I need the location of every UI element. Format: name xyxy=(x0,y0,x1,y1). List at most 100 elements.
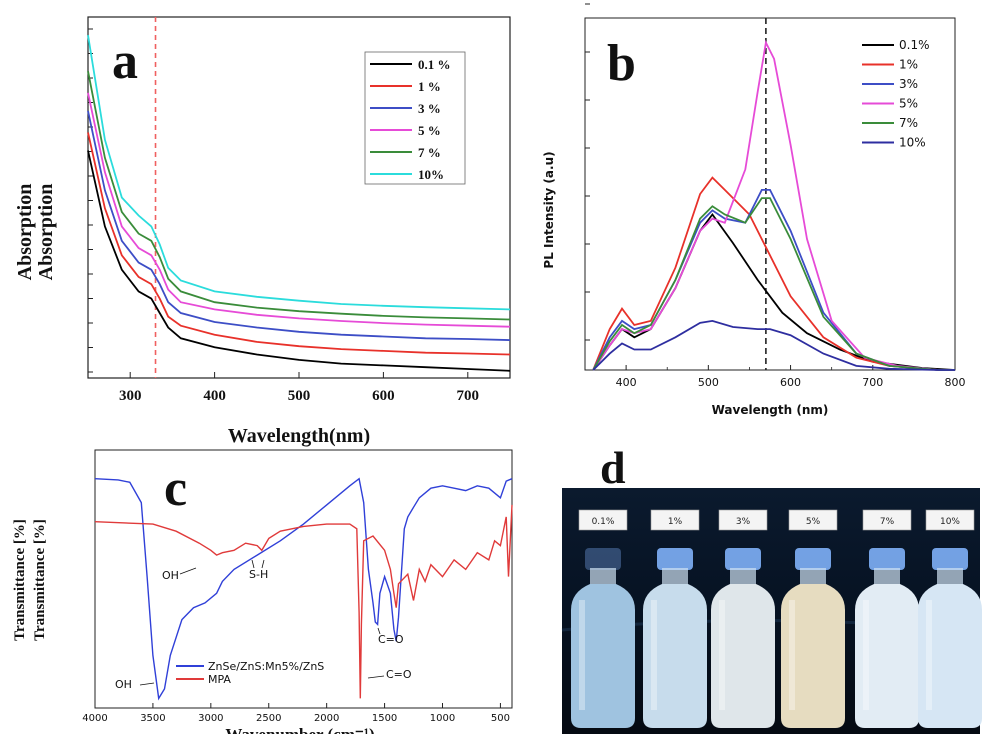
legend-label-3: 5 % xyxy=(418,123,441,138)
x-tick-label: 600 xyxy=(780,376,801,389)
vial-cap xyxy=(932,548,968,570)
vial-body xyxy=(855,584,919,728)
panel-a-ylabel-duplicate: Absorption xyxy=(35,184,57,281)
vial-label: 10% xyxy=(940,517,960,527)
panel-a-ylabel: Absorption xyxy=(14,184,36,281)
vial-label-tag xyxy=(578,509,628,531)
annotation-arrow xyxy=(377,627,381,635)
series-line-0 xyxy=(592,212,956,371)
panel-d-letter: d xyxy=(600,442,626,493)
vial-body xyxy=(918,584,982,728)
x-tick-label: 500 xyxy=(491,713,510,724)
vial-label: 5% xyxy=(806,517,821,527)
x-tick-label: 2500 xyxy=(256,713,281,724)
panel-b-legend: 0.1% 1% 3% 5% 7% 10% xyxy=(862,38,930,150)
series-line-1 xyxy=(592,176,955,371)
vial-neck xyxy=(874,568,900,584)
panel-a-legend: 0.1 % 1 % 3 % 5 % 7 % 10% xyxy=(370,57,451,182)
vial-body xyxy=(781,584,845,728)
panel-c-frame xyxy=(94,449,513,709)
annotation-arrow xyxy=(139,682,155,686)
panel-b: 400 500 600 700 800 b 0.1% 1% 3% 5% 7% 10% Wavele… xyxy=(542,3,966,417)
series-line-4 xyxy=(592,197,955,371)
panel-b-x-ticks: 400 500 600 700 800 xyxy=(584,365,966,389)
panel-c-ylabel-duplicate: Transmittance [%] xyxy=(32,519,48,641)
legend-label-4: 7 % xyxy=(418,145,441,160)
annotation-arrow xyxy=(179,567,197,575)
vial-highlight xyxy=(789,600,795,710)
x-tick-label: 3000 xyxy=(198,713,223,724)
vial-label: 0.1% xyxy=(592,517,615,527)
vial-cap xyxy=(795,548,831,570)
series-line-3 xyxy=(87,92,511,328)
vial-highlight xyxy=(719,600,725,710)
panel-c-series xyxy=(94,477,513,701)
vial-row: 0.1% 1% 3% 5% 7% 10% xyxy=(571,509,982,728)
series-line-2 xyxy=(87,110,511,341)
panel-c-xlabel: Wavenumber (cm⁻¹) xyxy=(225,725,374,734)
x-tick-label: 600 xyxy=(372,388,395,404)
annotation-arrow xyxy=(251,559,265,569)
panel-b-series xyxy=(592,39,956,371)
annotation-co-qd: C=O xyxy=(378,633,404,646)
series-line-2 xyxy=(592,189,955,371)
panel-c-legend-label-1: MPA xyxy=(208,673,231,686)
x-tick-label: 500 xyxy=(698,376,719,389)
vial-cap xyxy=(585,548,621,570)
legend-label-5: 10% xyxy=(418,167,444,182)
x-tick-label: 700 xyxy=(862,376,883,389)
panel-b-y-ticks xyxy=(585,3,590,341)
panel-a-letter: a xyxy=(112,33,138,90)
vial-highlight xyxy=(863,600,869,710)
vial-neck xyxy=(662,568,688,584)
panel-c-ylabel: Transmittance [%] xyxy=(12,519,28,641)
vial-neck xyxy=(590,568,616,584)
annotation-arrow xyxy=(367,675,385,679)
vial-body xyxy=(711,584,775,728)
vial-label: 3% xyxy=(736,517,751,527)
panel-a-series xyxy=(87,34,511,372)
annotation-co-mpa: C=O xyxy=(386,668,412,681)
vial-highlight xyxy=(651,600,657,710)
legend-label-0: 0.1% xyxy=(899,38,930,52)
x-tick-label: 3500 xyxy=(140,713,165,724)
vial-0: 0.1% xyxy=(571,509,635,728)
x-tick-label: 700 xyxy=(457,388,480,404)
panel-b-ylabel: PL Intensity (a.u) xyxy=(542,151,556,268)
series-line-0 xyxy=(94,477,513,701)
vial-label-tag xyxy=(650,509,700,531)
legend-label-1: 1% xyxy=(899,58,918,72)
panel-c: 4000 3500 3000 2500 2000 1500 1000 500 c ZnSe/Z… xyxy=(12,449,513,734)
vial-label-tag xyxy=(862,509,912,531)
annotation-oh-qd: OH xyxy=(115,678,132,691)
annotation-oh-mpa: OH xyxy=(162,569,179,582)
vial-label: 7% xyxy=(880,517,895,527)
annotation-sh: S-H xyxy=(249,568,268,581)
x-tick-label: 1000 xyxy=(430,713,455,724)
series-line-1 xyxy=(87,132,511,356)
vial-2: 3% xyxy=(711,509,775,728)
panel-c-legend: ZnSe/ZnS:Mn5%/ZnS MPA xyxy=(176,660,324,686)
legend-label-3: 5% xyxy=(899,97,918,111)
vial-4: 7% xyxy=(855,509,919,728)
vial-highlight xyxy=(579,600,585,710)
vial-label-tag xyxy=(788,509,838,531)
vial-highlight xyxy=(926,600,932,710)
series-line-0 xyxy=(87,150,511,372)
panel-c-legend-label-0: ZnSe/ZnS:Mn5%/ZnS xyxy=(208,660,324,673)
vial-neck xyxy=(800,568,826,584)
legend-label-0: 0.1 % xyxy=(418,57,451,72)
x-tick-label: 2000 xyxy=(314,713,339,724)
vial-body xyxy=(643,584,707,728)
series-line-5 xyxy=(592,319,955,371)
vial-cap xyxy=(657,548,693,570)
panel-c-letter: c xyxy=(164,460,187,517)
vial-3: 5% xyxy=(781,509,845,728)
vial-1: 1% xyxy=(643,509,707,728)
vial-cap xyxy=(869,548,905,570)
panel-a-x-ticks: 300 400 500 600 700 xyxy=(119,372,479,404)
vial-label-tag xyxy=(718,509,768,531)
x-tick-label: 400 xyxy=(203,388,226,404)
x-tick-label: 4000 xyxy=(82,713,107,724)
x-tick-label: 400 xyxy=(616,376,637,389)
